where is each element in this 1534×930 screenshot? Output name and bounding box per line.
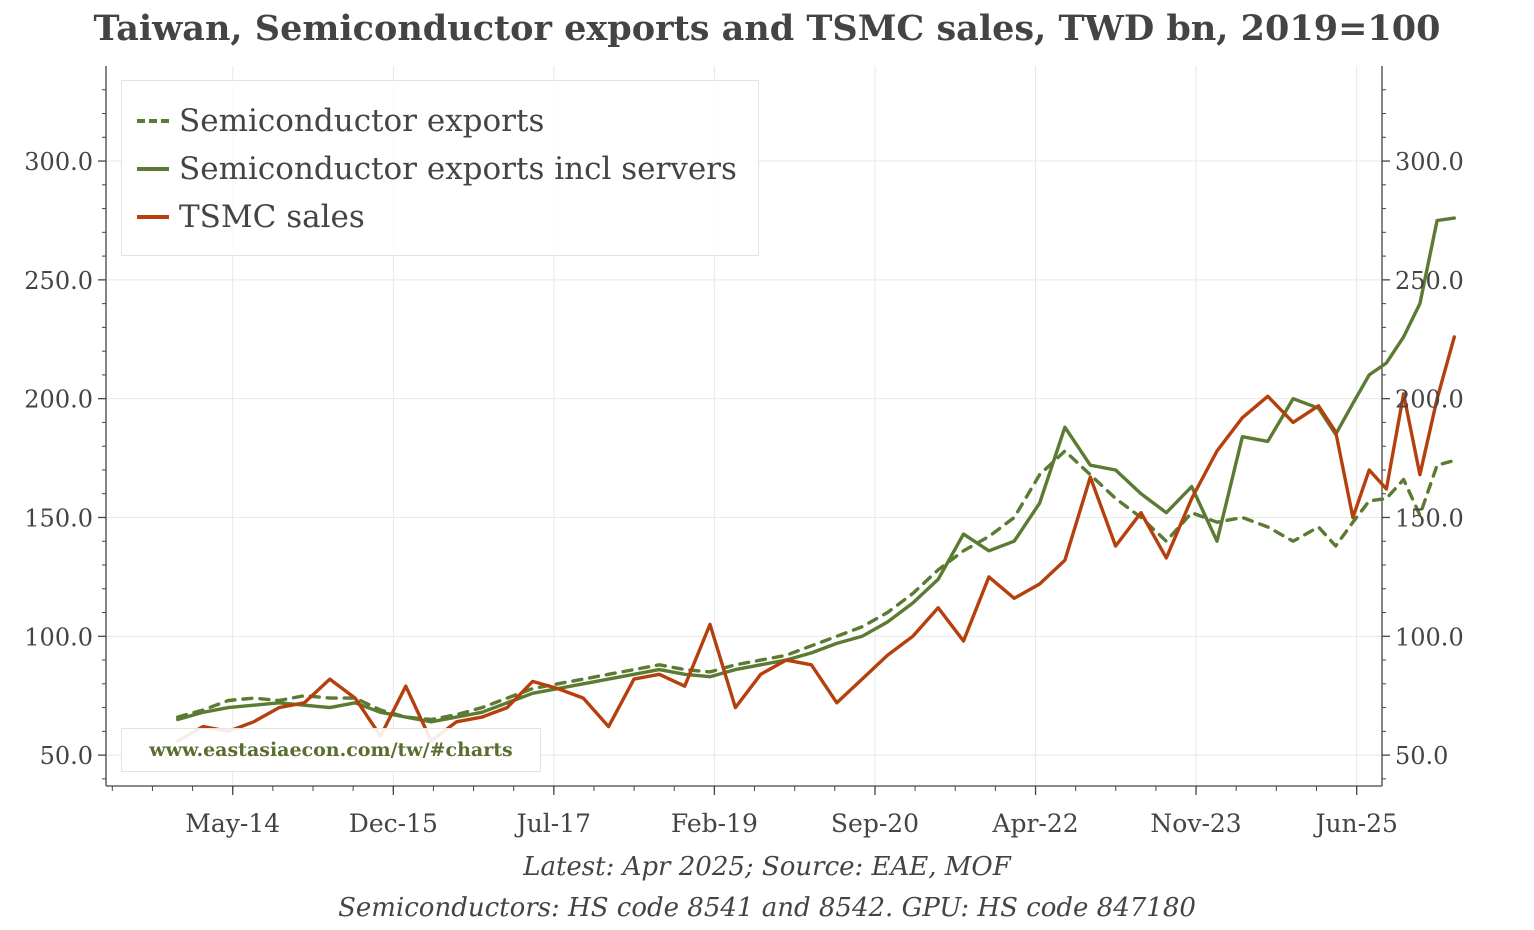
x-tick-label: Nov-23 (1150, 809, 1241, 838)
legend-swatch-solid-red (137, 215, 169, 219)
legend-swatch-dashed-green (137, 119, 169, 123)
x-tick-label: Jun-25 (1312, 809, 1397, 838)
x-tick-label: Apr-22 (991, 809, 1078, 838)
legend-label: Semiconductor exports (179, 103, 545, 139)
legend-item-tsmc-sales: TSMC sales (137, 195, 365, 239)
legend-label: Semiconductor exports incl servers (179, 151, 737, 187)
y-tick-label-right: 200.0 (1395, 386, 1464, 414)
y-tick-label-right: 300.0 (1395, 148, 1464, 176)
y-tick-label-left: 300.0 (24, 148, 93, 176)
series-semiconductor-exports-incl-servers (176, 216, 1456, 724)
legend-label: TSMC sales (179, 199, 365, 235)
y-tick-label-left: 200.0 (24, 386, 93, 414)
y-tick-label-left: 50.0 (40, 742, 93, 770)
axes (98, 66, 1390, 795)
x-tick-label: Jul-17 (514, 809, 591, 838)
legend-swatch-solid-green (137, 167, 169, 171)
y-tick-label-left: 100.0 (24, 623, 93, 651)
y-tick-label-right: 50.0 (1395, 742, 1448, 770)
y-tick-label-left: 150.0 (24, 504, 93, 532)
y-tick-label-right: 100.0 (1395, 623, 1464, 651)
chart-title: Taiwan, Semiconductor exports and TSMC s… (93, 8, 1441, 49)
legend: Semiconductor exports Semiconductor expo… (121, 80, 759, 256)
legend-item-semiconductor-exports-incl-servers: Semiconductor exports incl servers (137, 147, 737, 191)
y-tick-label-left: 250.0 (24, 267, 93, 295)
tick-labels: 50.0 50.0 100.0 100.0 150.0 150.0 200.0 200.0 25… (24, 148, 1463, 838)
series-semiconductor-exports (176, 449, 1456, 722)
y-tick-label-right: 250.0 (1395, 267, 1464, 295)
watermark-link[interactable]: www.eastasiaecon.com/tw/#charts (121, 728, 541, 772)
legend-item-semiconductor-exports: Semiconductor exports (137, 99, 544, 143)
series-tsmc-sales (176, 335, 1456, 743)
footnote-source: Latest: Apr 2025; Source: EAE, MOF (523, 852, 1011, 882)
series-lines (176, 216, 1456, 743)
footnote-hs-codes: Semiconductors: HS code 8541 and 8542. G… (338, 893, 1196, 923)
x-tick-label: Feb-19 (671, 809, 758, 838)
y-tick-label-right: 150.0 (1395, 504, 1464, 532)
x-tick-label: May-14 (185, 809, 280, 838)
x-tick-label: Dec-15 (349, 809, 438, 838)
x-tick-label: Sep-20 (831, 809, 919, 838)
